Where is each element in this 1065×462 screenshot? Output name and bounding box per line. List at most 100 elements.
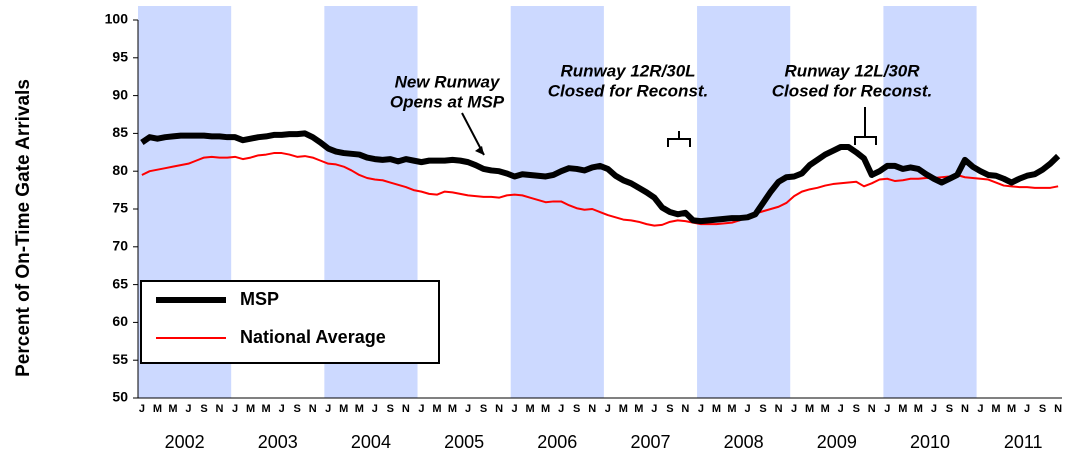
x-tick-label: N bbox=[309, 403, 317, 415]
x-tick-label: M bbox=[168, 403, 177, 415]
annotation: Closed for Reconst. bbox=[772, 81, 933, 100]
legend: MSP National Average bbox=[140, 280, 440, 364]
y-tick-label: 95 bbox=[112, 49, 128, 65]
x-tick-label: M bbox=[541, 403, 550, 415]
y-tick-label: 100 bbox=[105, 11, 129, 27]
x-tick-label: N bbox=[681, 403, 689, 415]
year-label: 2006 bbox=[537, 432, 577, 452]
year-label: 2010 bbox=[910, 432, 950, 452]
annotations: New Runway Opens at MSP Runway 12R/30L C… bbox=[390, 61, 933, 156]
legend-label: MSP bbox=[240, 289, 279, 309]
x-tick-label: N bbox=[495, 403, 503, 415]
x-tick-label: N bbox=[1054, 403, 1062, 415]
x-tick-label: J bbox=[698, 403, 704, 415]
year-label: 2004 bbox=[351, 432, 391, 452]
year-label: 2002 bbox=[165, 432, 205, 452]
x-tick-label: M bbox=[153, 403, 162, 415]
year-label: 2011 bbox=[1004, 432, 1043, 452]
x-tick-label: J bbox=[651, 403, 657, 415]
year-label: 2005 bbox=[444, 432, 484, 452]
x-tick-label: S bbox=[387, 403, 394, 415]
x-tick-label: J bbox=[791, 403, 797, 415]
year-label: 2009 bbox=[817, 432, 857, 452]
x-tick-label: M bbox=[991, 403, 1000, 415]
y-tick-label: 70 bbox=[112, 238, 128, 254]
x-tick-label: J bbox=[372, 403, 378, 415]
x-tick-label: J bbox=[465, 403, 471, 415]
x-tick-label: N bbox=[588, 403, 596, 415]
x-tick-label: J bbox=[185, 403, 191, 415]
x-tick-label: S bbox=[759, 403, 766, 415]
x-tick-label: N bbox=[868, 403, 876, 415]
x-tick-label: N bbox=[402, 403, 410, 415]
x-tick-label: J bbox=[931, 403, 937, 415]
plot: 2002 2003 2004 2005 2006 2007 2008 2009 2010 2011… bbox=[105, 6, 1062, 452]
y-tick-label: 60 bbox=[112, 313, 128, 329]
y-tick-label: 75 bbox=[112, 200, 128, 216]
y-axis-title: Percent of On-Time Gate Arrivals bbox=[13, 79, 34, 377]
x-tick-label: M bbox=[432, 403, 441, 415]
x-tick-label: M bbox=[448, 403, 457, 415]
x-tick-label: S bbox=[1039, 403, 1046, 415]
year-label: 2007 bbox=[630, 432, 670, 452]
annotation: Opens at MSP bbox=[390, 92, 505, 111]
year-label: 2008 bbox=[724, 432, 764, 452]
x-tick-label: J bbox=[325, 403, 331, 415]
x-tick-label: M bbox=[262, 403, 271, 415]
x-tick-label: J bbox=[232, 403, 238, 415]
x-tick-label: M bbox=[914, 403, 923, 415]
series-line bbox=[141, 152, 1059, 227]
x-tick-label: J bbox=[605, 403, 611, 415]
x-tick-label: M bbox=[712, 403, 721, 415]
y-tick-label: 55 bbox=[112, 351, 128, 367]
x-tick-label: J bbox=[838, 403, 844, 415]
year-band bbox=[697, 6, 791, 398]
x-tick-label: M bbox=[526, 403, 535, 415]
x-tick-label: J bbox=[139, 403, 145, 415]
bracket bbox=[854, 107, 877, 145]
x-tick-label: N bbox=[961, 403, 969, 415]
y-tick-label: 85 bbox=[112, 124, 128, 140]
x-tick-label: J bbox=[884, 403, 890, 415]
x-tick-label: J bbox=[1024, 403, 1030, 415]
y-tick-label: 50 bbox=[112, 389, 128, 405]
arrow-head bbox=[475, 146, 484, 155]
x-tick-label: S bbox=[294, 403, 301, 415]
x-tick-label: S bbox=[480, 403, 487, 415]
x-tick-label: M bbox=[619, 403, 628, 415]
year-label: 2003 bbox=[258, 432, 298, 452]
x-tick-label: J bbox=[512, 403, 518, 415]
y-tick-label: 65 bbox=[112, 275, 128, 291]
x-tick-label: M bbox=[1007, 403, 1016, 415]
x-tick-label: J bbox=[558, 403, 564, 415]
x-tick-label: M bbox=[355, 403, 364, 415]
x-tick-label: S bbox=[666, 403, 673, 415]
x-tick-label: J bbox=[418, 403, 424, 415]
y-tick-label: 90 bbox=[112, 86, 128, 102]
legend-box bbox=[140, 280, 440, 364]
x-tick-label: M bbox=[634, 403, 643, 415]
x-tick-label: S bbox=[946, 403, 953, 415]
annotation: New Runway bbox=[395, 72, 501, 91]
x-tick-label: N bbox=[216, 403, 224, 415]
x-tick-label: M bbox=[339, 403, 348, 415]
x-tick-label: S bbox=[200, 403, 207, 415]
annotation: Runway 12L/30R bbox=[784, 61, 920, 80]
x-tick-label: M bbox=[805, 403, 814, 415]
x-tick-label: M bbox=[821, 403, 830, 415]
bracket bbox=[667, 131, 691, 147]
x-tick-label: S bbox=[853, 403, 860, 415]
x-tick-label: M bbox=[898, 403, 907, 415]
legend-label: National Average bbox=[240, 327, 386, 347]
x-tick-label: J bbox=[744, 403, 750, 415]
x-tick-label: S bbox=[573, 403, 580, 415]
x-tick-label: N bbox=[775, 403, 783, 415]
series-line bbox=[140, 130, 1061, 225]
year-band bbox=[883, 6, 977, 398]
y-tick-label: 80 bbox=[112, 162, 128, 178]
x-tick-label: M bbox=[727, 403, 736, 415]
x-tick-label: J bbox=[279, 403, 285, 415]
annotation: Closed for Reconst. bbox=[548, 81, 709, 100]
x-tick-label: M bbox=[246, 403, 255, 415]
